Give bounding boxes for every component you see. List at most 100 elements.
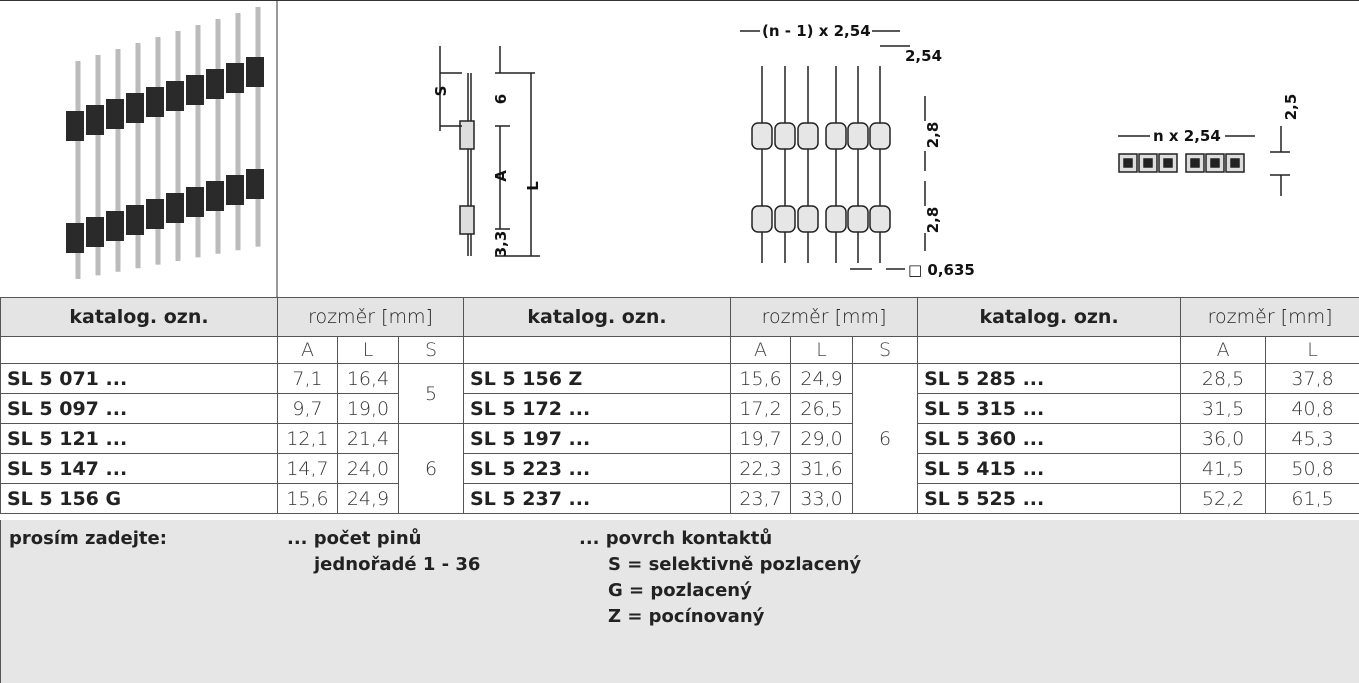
dimension-a: 15,6 — [730, 363, 792, 394]
column-header: rozměr [mm] — [276, 297, 465, 337]
blank-cell — [463, 336, 732, 364]
drawing-block — [106, 99, 124, 129]
dim-label: (n - 1) x 2,54 — [762, 22, 871, 40]
dim-label: □ 0,635 — [908, 261, 975, 279]
option-title: ... počet pinů — [287, 528, 422, 549]
dimension-a: 12,1 — [277, 423, 338, 454]
drawing-block — [825, 205, 847, 233]
drawing-block — [66, 111, 84, 141]
dim-label: 2,8 — [924, 207, 942, 234]
drawing-block — [106, 211, 124, 241]
dimension-a: 52,2 — [1180, 483, 1267, 514]
drawing-block — [1123, 158, 1133, 168]
side-view — [439, 46, 540, 257]
drawing-block — [1163, 158, 1173, 168]
drawing-block — [146, 87, 164, 117]
drawing-block — [206, 69, 224, 99]
drawing-block — [825, 122, 847, 150]
drawing-block — [206, 181, 224, 211]
catalog-code: SL 5 315 ... — [917, 393, 1182, 424]
dim-label: 2,54 — [905, 47, 942, 65]
blank-cell — [0, 336, 278, 364]
dimension-a: 19,7 — [730, 423, 792, 454]
option-title: ... povrch kontaktů — [579, 528, 773, 549]
catalog-code: SL 5 237 ... — [463, 483, 732, 514]
drawing-block — [126, 205, 144, 235]
dimension-l: 19,0 — [337, 393, 399, 424]
order-info: prosím zadejte: ... počet pinů jednořadé… — [0, 520, 1359, 683]
drawings: S 6 A L 3,3 (n - 1) x 2,54 2,54 2,8 2,8 … — [0, 0, 1359, 298]
drawing-block — [1190, 158, 1200, 168]
drawing-block — [847, 122, 869, 150]
column-header: rozměr [mm] — [730, 297, 919, 337]
catalog-code: SL 5 285 ... — [917, 363, 1182, 394]
catalog-code: SL 5 415 ... — [917, 453, 1182, 484]
column-header: katalog. ozn. — [0, 297, 278, 337]
dim-label: S — [432, 86, 450, 97]
dim-label: 6 — [492, 94, 510, 104]
dimension-l: 21,4 — [337, 423, 399, 454]
blank-cell — [917, 336, 1182, 364]
dim-label: 2,5 — [1282, 94, 1300, 121]
dimension-a: 28,5 — [1180, 363, 1267, 394]
dimension-a: 7,1 — [277, 363, 338, 394]
drawing-block — [186, 75, 204, 105]
drawing-block — [797, 122, 819, 150]
dimension-a: 14,7 — [277, 453, 338, 484]
column-header: rozměr [mm] — [1180, 297, 1359, 337]
catalog-code: SL 5 172 ... — [463, 393, 732, 424]
top-view — [1118, 153, 1245, 173]
drawing-block — [847, 205, 869, 233]
option-value: G = pozlacený — [608, 580, 752, 601]
dim-label: 2,8 — [924, 122, 942, 149]
drawing-block — [751, 122, 773, 150]
dimension-a: 17,2 — [730, 393, 792, 424]
catalog-code: SL 5 156 Z — [463, 363, 732, 394]
dimension-a: 15,6 — [277, 483, 338, 514]
drawing-block — [166, 193, 184, 223]
dimension-l: 33,0 — [790, 483, 854, 514]
column-subheader: A — [1180, 336, 1267, 364]
dimension-s: 5 — [397, 363, 465, 424]
drawing-block — [1143, 158, 1153, 168]
drawing-block — [166, 81, 184, 111]
dimension-a: 36,0 — [1180, 423, 1267, 454]
column-header: katalog. ozn. — [463, 297, 732, 337]
order-prompt: prosím zadejte: — [9, 528, 167, 549]
column-subheader: L — [790, 336, 854, 364]
dimension-l: 24,9 — [790, 363, 854, 394]
dim-label: A — [492, 170, 510, 182]
table-row: SL 5 156 G 15,6 24,9 SL 5 237 ... 23,7 33,0 SL… — [0, 483, 1359, 514]
catalog-code: SL 5 197 ... — [463, 423, 732, 454]
table-row: SL 5 097 ... 9,7 19,0 SL 5 172 ... 17,2 26,5 S… — [0, 393, 1359, 424]
drawing-block — [66, 223, 84, 253]
dimension-l: 26,5 — [790, 393, 854, 424]
drawing-block — [86, 217, 104, 247]
dim-label: L — [524, 181, 542, 191]
dimension-l: 16,4 — [337, 363, 399, 394]
column-subheader: S — [397, 336, 465, 364]
dimension-l: 45,3 — [1265, 423, 1359, 454]
column-header: katalog. ozn. — [917, 297, 1182, 337]
table-row: SL 5 147 ... 14,7 24,0 SL 5 223 ... 22,3 31,6… — [0, 453, 1359, 484]
dimension-a: 22,3 — [730, 453, 792, 484]
front-dimensions — [740, 30, 926, 270]
drawing-block — [1210, 158, 1220, 168]
catalog-code: SL 5 156 G — [0, 483, 278, 514]
option-value: jednořadé 1 - 36 — [314, 554, 481, 575]
front-view — [751, 66, 891, 263]
column-subheader: L — [1265, 336, 1359, 364]
column-subheader: A — [730, 336, 792, 364]
catalog-code: SL 5 223 ... — [463, 453, 732, 484]
table-row: katalog. ozn. rozměr [mm] katalog. ozn. roz… — [0, 297, 1359, 337]
dimension-a: 41,5 — [1180, 453, 1267, 484]
dimension-l: 24,9 — [337, 483, 399, 514]
top-dimensions — [1118, 126, 1290, 196]
dimension-s: 6 — [852, 363, 919, 514]
dim-label: 3,3 — [492, 231, 510, 258]
column-subheader: L — [337, 336, 399, 364]
catalog-code: SL 5 147 ... — [0, 453, 278, 484]
drawing-block — [797, 205, 819, 233]
